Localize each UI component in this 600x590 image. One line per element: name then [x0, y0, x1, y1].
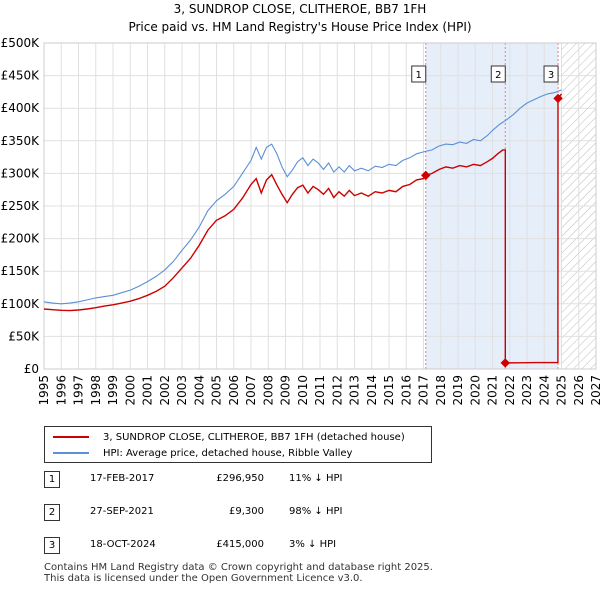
legend-label-property: 3, SUNDROP CLOSE, CLITHEROE, BB7 1FH (de…	[103, 431, 405, 443]
y-tick-label: £250K	[1, 199, 41, 213]
x-tick-label: 2007	[244, 375, 258, 406]
y-tick-label: £500K	[1, 36, 41, 50]
footer-license: Contains HM Land Registry data © Crown c…	[44, 562, 433, 584]
x-tick-label: 2018	[434, 375, 448, 406]
sale-row: 1 17-FEB-2017 £296,950 11% ↓ HPI	[44, 471, 444, 491]
legend-label-hpi: HPI: Average price, detached house, Ribb…	[103, 447, 353, 459]
y-tick-label: £50K	[8, 329, 40, 343]
x-tick-label: 1998	[89, 375, 103, 406]
sale-number-badge: 1	[44, 471, 60, 488]
x-tick-label: 2015	[382, 375, 396, 406]
x-tick-label: 2024	[537, 375, 551, 406]
x-tick-label: 1999	[106, 375, 120, 406]
legend-item-hpi: HPI: Average price, detached house, Ribb…	[53, 446, 352, 460]
x-tick-label: 2025	[555, 375, 569, 406]
series-line-hpi	[43, 89, 562, 305]
y-tick-label: £350K	[1, 134, 41, 148]
x-tick-label: 2002	[158, 375, 172, 406]
footer-copyright: Contains HM Land Registry data © Crown c…	[44, 562, 433, 573]
x-tick-label: 2014	[365, 375, 379, 406]
x-tick-label: 2026	[572, 375, 586, 406]
x-tick-label: 2019	[451, 375, 465, 406]
sale-price: £296,950	[216, 473, 264, 484]
sale-marker-label: 1	[416, 70, 422, 81]
legend-swatch-hpi	[53, 452, 89, 454]
x-tick-label: 2027	[589, 375, 600, 406]
x-tick-label: 2021	[486, 375, 500, 406]
x-tick-label: 2006	[227, 375, 241, 406]
x-tick-label: 2010	[296, 375, 310, 406]
sale-marker-box	[490, 65, 506, 83]
y-tick-label: £300K	[1, 166, 41, 180]
y-tick-label: £100K	[1, 297, 41, 311]
sale-price: £9,300	[229, 506, 264, 517]
sale-date: 18-OCT-2024	[90, 539, 156, 550]
plot-frame	[43, 42, 597, 370]
sale-date: 17-FEB-2017	[90, 473, 155, 484]
sale-price: £415,000	[216, 539, 264, 550]
y-tick-label: £400K	[1, 101, 41, 115]
price-chart: 3, SUNDROP CLOSE, CLITHEROE, BB7 1FH Pri…	[1, 2, 600, 406]
sale-marker-point	[500, 358, 510, 368]
sale-marker-point	[421, 170, 431, 181]
sale-row: 2 27-SEP-2021 £9,300 98% ↓ HPI	[44, 504, 444, 524]
x-tick-label: 2009	[279, 375, 293, 406]
chart-subtitle: Price paid vs. HM Land Registry's House …	[128, 20, 471, 34]
sale-date: 27-SEP-2021	[90, 506, 154, 517]
x-tick-label: 2023	[520, 375, 534, 406]
sale-hpi-diff: 3% ↓ HPI	[289, 539, 337, 550]
x-tick-label: 2000	[123, 375, 137, 406]
sale-hpi-diff: 11% ↓ HPI	[289, 473, 343, 484]
x-tick-label: 2004	[192, 375, 206, 406]
x-tick-label: 2012	[330, 375, 344, 406]
x-tick-label: 1996	[54, 375, 68, 406]
sale-marker-label: 3	[548, 70, 554, 81]
series-line-property	[43, 93, 563, 364]
sale-number-badge: 2	[44, 504, 60, 521]
x-tick-label: 2013	[348, 375, 362, 406]
y-tick-label: £150K	[1, 264, 41, 278]
sale-marker-point	[553, 93, 563, 104]
sale-number-badge: 3	[44, 537, 60, 554]
y-tick-label: £0	[24, 362, 39, 376]
x-tick-label: 2001	[141, 375, 155, 406]
x-tick-label: 2005	[210, 375, 224, 406]
sale-row: 3 18-OCT-2024 £415,000 3% ↓ HPI	[44, 537, 444, 557]
legend-swatch-property	[53, 436, 89, 438]
x-tick-label: 2017	[417, 375, 431, 406]
legend-item-property: 3, SUNDROP CLOSE, CLITHEROE, BB7 1FH (de…	[53, 430, 405, 444]
x-tick-label: 2016	[399, 375, 413, 406]
footer-licence: This data is licensed under the Open Gov…	[44, 573, 363, 584]
x-tick-label: 2003	[175, 375, 189, 406]
x-tick-label: 2011	[313, 375, 327, 406]
x-tick-label: 2008	[261, 375, 275, 406]
legend: 3, SUNDROP CLOSE, CLITHEROE, BB7 1FH (de…	[44, 426, 432, 463]
chart-title: 3, SUNDROP CLOSE, CLITHEROE, BB7 1FH	[174, 2, 427, 16]
sale-marker-label: 2	[495, 70, 501, 81]
sale-marker-box	[543, 65, 559, 83]
x-tick-label: 2020	[468, 375, 482, 406]
x-tick-label: 1997	[72, 375, 86, 406]
x-tick-label: 1995	[37, 375, 51, 406]
sale-hpi-diff: 98% ↓ HPI	[289, 506, 343, 517]
x-tick-label: 2022	[503, 375, 517, 406]
y-tick-label: £450K	[1, 69, 41, 83]
y-tick-label: £200K	[1, 232, 41, 246]
sale-marker-box	[411, 65, 427, 83]
